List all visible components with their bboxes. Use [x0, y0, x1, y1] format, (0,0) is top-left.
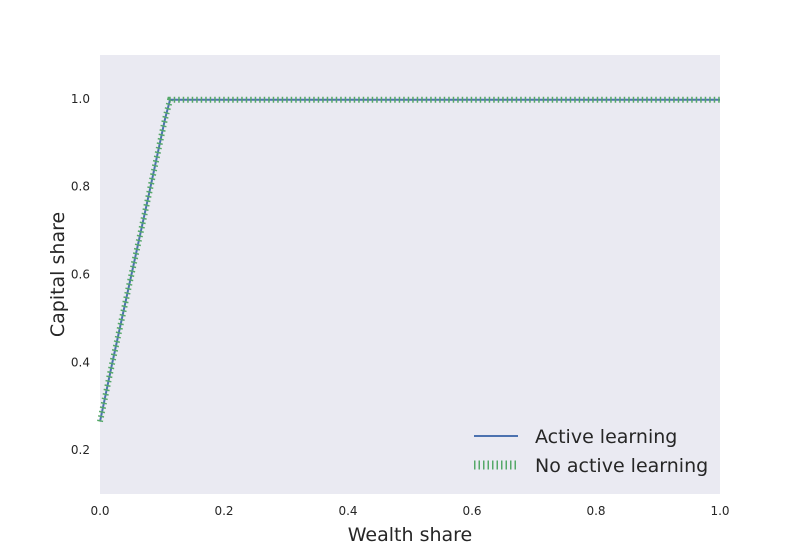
- y-tick-label: 0.8: [71, 180, 90, 194]
- y-axis-label: Capital share: [47, 212, 69, 337]
- x-axis-label: Wealth share: [348, 524, 472, 546]
- x-tick-label: 0.4: [338, 504, 357, 518]
- y-tick-label: 1.0: [71, 92, 90, 106]
- y-tick-label: 0.2: [71, 443, 90, 457]
- legend: Active learning No active learning: [474, 426, 708, 477]
- x-tick-label: 0.0: [90, 504, 109, 518]
- legend-label: Active learning: [535, 426, 677, 448]
- x-tick-label: 1.0: [710, 504, 729, 518]
- legend-label: No active learning: [535, 455, 708, 477]
- x-tick-labels: 0.0 0.2 0.4 0.6 0.8 1.0: [90, 504, 729, 518]
- x-tick-label: 0.8: [586, 504, 605, 518]
- x-tick-label: 0.2: [214, 504, 233, 518]
- y-tick-label: 0.6: [71, 268, 90, 282]
- plot-area: [100, 55, 720, 494]
- x-tick-label: 0.6: [462, 504, 481, 518]
- y-tick-labels: 0.2 0.4 0.6 0.8 1.0: [71, 92, 90, 457]
- series-layer: [97, 96, 720, 423]
- y-tick-label: 0.4: [71, 355, 90, 369]
- series-line-no-active-learning: [97, 96, 720, 423]
